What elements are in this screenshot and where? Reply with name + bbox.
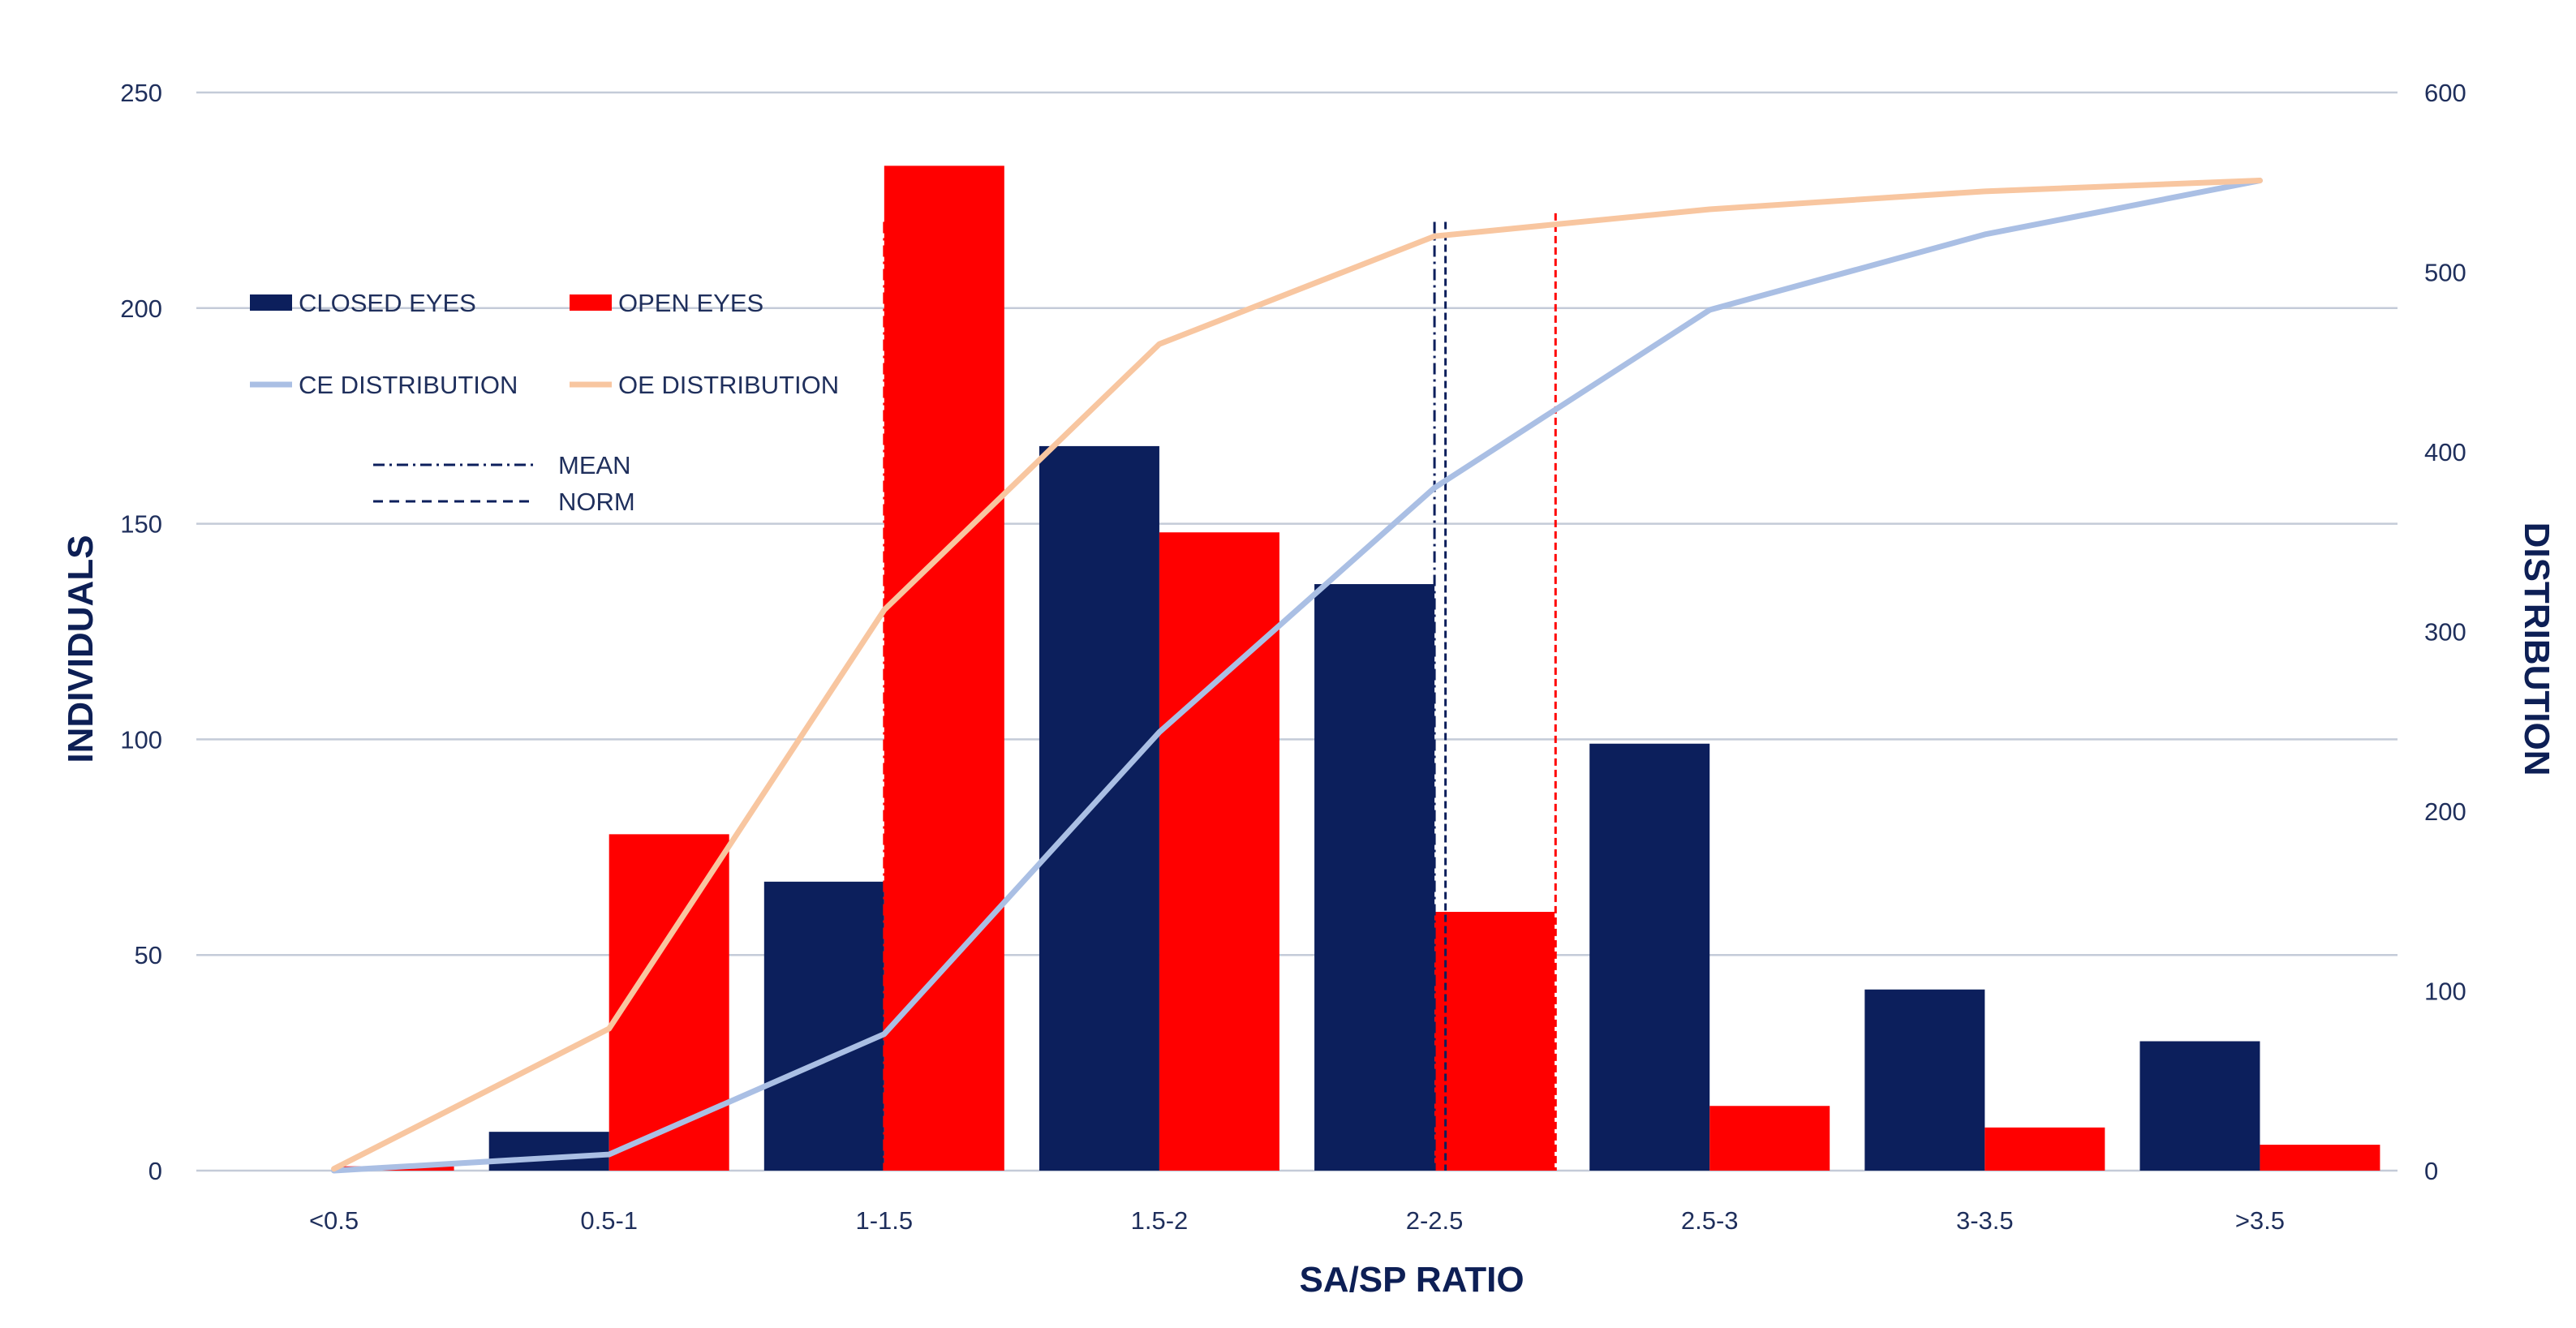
- closed-eyes-bar: [763, 881, 884, 1171]
- legend-label: CLOSED EYES: [299, 289, 476, 317]
- y-tick-label: 100: [120, 725, 162, 754]
- x-tick-label: 0.5-1: [580, 1206, 638, 1235]
- closed-eyes-bar: [1864, 989, 1985, 1171]
- right-axis-ticks: 0 100 200 300 400 500 600: [2424, 79, 2466, 1185]
- legend-label: CE DISTRIBUTION: [299, 371, 518, 399]
- reference-lines: [883, 213, 1557, 1171]
- y2-tick-label: 600: [2424, 79, 2466, 107]
- y2-tick-label: 500: [2424, 259, 2466, 287]
- open-eyes-bar: [2260, 1145, 2380, 1171]
- y-tick-label: 150: [120, 510, 162, 539]
- x-axis-title: SA/SP RATIO: [1299, 1260, 1524, 1300]
- legend-label: OE DISTRIBUTION: [618, 371, 839, 399]
- y2-tick-label: 300: [2424, 618, 2466, 647]
- open-eyes-bar: [1709, 1106, 1830, 1171]
- open-eyes-bar: [884, 165, 1004, 1171]
- closed-eyes-bar: [488, 1132, 609, 1171]
- y-tick-label: 200: [120, 294, 162, 323]
- open-eyes-bar: [1434, 912, 1555, 1171]
- x-tick-label: 2.5-3: [1681, 1206, 1739, 1235]
- legend: CLOSED EYES OPEN EYES CE DISTRIBUTION OE DI…: [250, 289, 839, 516]
- x-tick-label: 3-3.5: [1956, 1206, 2014, 1235]
- y2-tick-label: 0: [2424, 1157, 2438, 1185]
- x-tick-label: <0.5: [309, 1206, 359, 1235]
- y2-tick-label: 100: [2424, 978, 2466, 1006]
- ce-distribution-line: [331, 178, 2263, 1174]
- legend-label: NORM: [558, 488, 635, 516]
- x-tick-label: 2-2.5: [1406, 1206, 1464, 1235]
- y2-tick-label: 200: [2424, 797, 2466, 826]
- closed-eyes-bar: [2139, 1041, 2260, 1171]
- gridlines: [196, 91, 2398, 1172]
- legend-label: MEAN: [558, 451, 631, 479]
- left-axis-ticks: 0 50 100 150 200 250: [120, 79, 162, 1185]
- closed-eyes-bar: [1039, 445, 1159, 1171]
- closed-eyes-bar: [1589, 743, 1710, 1171]
- x-axis-ticks: <0.5 0.5-1 1-1.5 1.5-2 2-2.5 2.5-3 3-3.5 >3.5: [309, 1206, 2285, 1235]
- y2-tick-label: 400: [2424, 438, 2466, 466]
- y-tick-label: 250: [120, 79, 162, 107]
- y-tick-label: 50: [135, 941, 162, 969]
- x-tick-label: >3.5: [2235, 1206, 2285, 1235]
- y2-axis-title: DISTRIBUTION: [2517, 522, 2557, 776]
- legend-label: OPEN EYES: [618, 289, 763, 317]
- open-eyes-bar: [1985, 1127, 2105, 1171]
- x-tick-label: 1.5-2: [1131, 1206, 1189, 1235]
- legend-swatch: [250, 294, 292, 311]
- distribution-lines: [331, 178, 2263, 1174]
- closed-eyes-bar: [1314, 584, 1435, 1171]
- open-eyes-bar: [1159, 532, 1279, 1171]
- legend-swatch: [570, 294, 612, 311]
- oe-distribution-line: [331, 178, 2263, 1172]
- y-axis-title: INDIVIDUALS: [61, 535, 101, 763]
- y-tick-label: 0: [148, 1157, 162, 1185]
- bars: [333, 165, 2380, 1171]
- x-tick-label: 1-1.5: [855, 1206, 913, 1235]
